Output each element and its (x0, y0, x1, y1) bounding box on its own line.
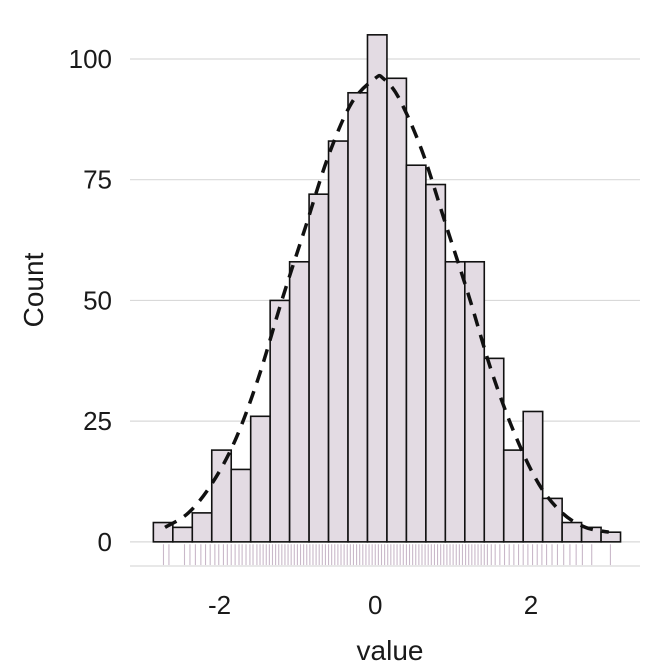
x-tick-label: 2 (524, 590, 538, 620)
histogram-bar (327, 140, 349, 543)
y-tick-label: 75 (83, 165, 112, 195)
histogram-bar (347, 91, 369, 543)
y-tick-label: 50 (83, 285, 112, 315)
x-tick-label: -2 (208, 590, 231, 620)
y-tick-label: 25 (83, 406, 112, 436)
y-tick-labels: 0 25 50 75 100 (69, 44, 112, 557)
histogram-bar (210, 449, 233, 543)
histogram-bars (152, 34, 622, 543)
x-axis-title: value (357, 635, 424, 666)
histogram-bar (561, 521, 583, 543)
y-tick-label: 100 (69, 44, 112, 74)
histogram-bar (191, 512, 213, 543)
histogram-bar (249, 415, 271, 543)
histogram-bar (172, 526, 194, 543)
density-curve (164, 73, 610, 534)
histogram-bar (366, 34, 388, 543)
y-axis-title: Count (18, 252, 49, 327)
histogram-bar (600, 531, 622, 543)
density-curve-layer (164, 73, 610, 534)
histogram-bar (444, 260, 466, 543)
histogram-bar (308, 193, 330, 543)
histogram-bar (464, 260, 486, 543)
histogram-bar (541, 497, 563, 543)
histogram-bar (425, 183, 447, 543)
histogram-bar (386, 77, 408, 543)
histogram-bar (522, 410, 544, 543)
y-tick-label: 0 (98, 527, 112, 557)
rug-marks (162, 544, 611, 566)
histogram-bar (269, 299, 291, 543)
histogram-bar (502, 449, 525, 543)
x-tick-labels: -2 0 2 (208, 590, 538, 620)
histogram-bar (483, 357, 505, 543)
histogram-bar (405, 164, 427, 543)
histogram-bar (230, 468, 252, 543)
histogram-bar (288, 260, 310, 543)
x-tick-label: 0 (368, 590, 382, 620)
